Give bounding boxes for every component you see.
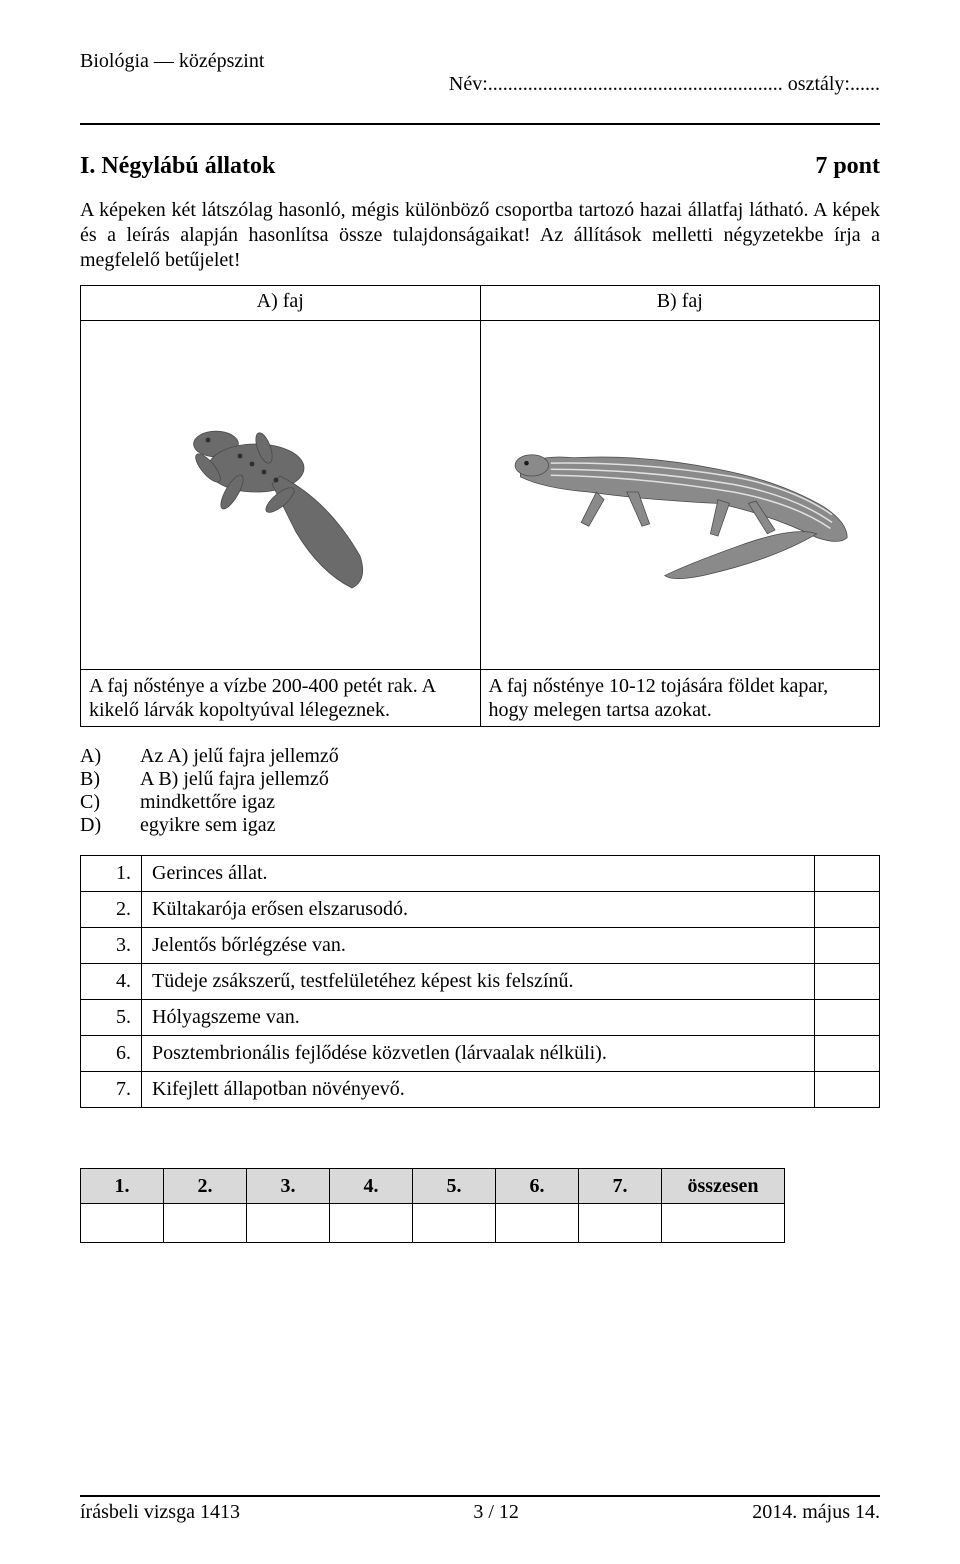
name-dots[interactable]: ........................................… (488, 73, 783, 95)
section-title: I. Négylábú állatok (80, 153, 275, 180)
option-text: egyikre sem igaz (140, 814, 276, 837)
score-cell[interactable] (330, 1204, 413, 1243)
class-dots[interactable]: ...... (850, 73, 880, 95)
q-text: Hólyagszeme van. (142, 1000, 815, 1036)
answer-cell[interactable] (815, 1000, 880, 1036)
score-table: 1. 2. 3. 4. 5. 6. 7. összesen (80, 1168, 785, 1243)
q-text: Gerinces állat. (142, 856, 815, 892)
q-num: 6. (81, 1036, 142, 1072)
score-cell[interactable] (247, 1204, 330, 1243)
option-key: D) (80, 814, 140, 837)
option-text: Az A) jelű fajra jellemző (140, 745, 339, 768)
answer-cell[interactable] (815, 1036, 880, 1072)
score-cell[interactable] (164, 1204, 247, 1243)
table-row: 7.Kifejlett állapotban növényevő. (81, 1072, 880, 1108)
footer-right: 2014. május 14. (752, 1501, 880, 1524)
score-col: 5. (413, 1169, 496, 1204)
table-row: 3.Jelentős bőrlégzése van. (81, 928, 880, 964)
answer-cell[interactable] (815, 964, 880, 1000)
option-text: mindkettőre igaz (140, 791, 275, 814)
q-num: 1. (81, 856, 142, 892)
q-num: 7. (81, 1072, 142, 1108)
species-image-b (480, 321, 880, 670)
table-row: 5.Hólyagszeme van. (81, 1000, 880, 1036)
footer-rule (80, 1495, 880, 1497)
answer-cell[interactable] (815, 1072, 880, 1108)
lizard-icon (490, 382, 870, 602)
footer-left: írásbeli vizsga 1413 (80, 1501, 240, 1524)
species-image-a (81, 321, 481, 670)
species-head-a: A) faj (81, 286, 481, 321)
answer-cell[interactable] (815, 856, 880, 892)
questions-table: 1.Gerinces állat. 2.Kültakarója erősen e… (80, 855, 880, 1108)
species-desc-b: A faj nősténye 10-12 tojására földet kap… (480, 670, 880, 727)
section-intro: A képeken két látszólag hasonló, mégis k… (80, 198, 880, 273)
answer-cell[interactable] (815, 892, 880, 928)
score-col: 4. (330, 1169, 413, 1204)
score-col: 2. (164, 1169, 247, 1204)
answer-cell[interactable] (815, 928, 880, 964)
q-num: 5. (81, 1000, 142, 1036)
score-col: 7. (579, 1169, 662, 1204)
table-row: 2.Kültakarója erősen elszarusodó. (81, 892, 880, 928)
option-key: B) (80, 768, 140, 791)
score-total-label: összesen (662, 1169, 785, 1204)
header-name-class: Név:....................................… (419, 50, 880, 119)
score-cell[interactable] (413, 1204, 496, 1243)
options-list: A)Az A) jelű fajra jellemző B)A B) jelű … (80, 745, 880, 837)
name-label: Név: (449, 73, 488, 95)
q-text: Posztembrionális fejlődése közvetlen (lá… (142, 1036, 815, 1072)
score-col: 3. (247, 1169, 330, 1204)
newt-icon (120, 362, 440, 622)
score-col: 1. (81, 1169, 164, 1204)
score-cell[interactable] (81, 1204, 164, 1243)
score-total-cell[interactable] (662, 1204, 785, 1243)
header-rule (80, 123, 880, 125)
q-text: Kültakarója erősen elszarusodó. (142, 892, 815, 928)
table-row: 6.Posztembrionális fejlődése közvetlen (… (81, 1036, 880, 1072)
q-text: Kifejlett állapotban növényevő. (142, 1072, 815, 1108)
q-num: 4. (81, 964, 142, 1000)
section-points: 7 pont (815, 153, 880, 180)
species-head-b: B) faj (480, 286, 880, 321)
q-num: 3. (81, 928, 142, 964)
q-text: Jelentős bőrlégzése van. (142, 928, 815, 964)
header-subject: Biológia — középszint (80, 50, 264, 119)
score-col: 6. (496, 1169, 579, 1204)
species-table: A) faj B) faj (80, 285, 880, 727)
table-row: 1.Gerinces állat. (81, 856, 880, 892)
footer-mid: 3 / 12 (473, 1501, 519, 1524)
option-key: A) (80, 745, 140, 768)
q-text: Tüdeje zsákszerű, testfelületéhez képest… (142, 964, 815, 1000)
class-label: osztály: (783, 73, 850, 95)
species-desc-a: A faj nősténye a vízbe 200-400 petét rak… (81, 670, 481, 727)
table-row: 4.Tüdeje zsákszerű, testfelületéhez képe… (81, 964, 880, 1000)
option-key: C) (80, 791, 140, 814)
option-text: A B) jelű fajra jellemző (140, 768, 329, 791)
score-cell[interactable] (579, 1204, 662, 1243)
q-num: 2. (81, 892, 142, 928)
score-cell[interactable] (496, 1204, 579, 1243)
